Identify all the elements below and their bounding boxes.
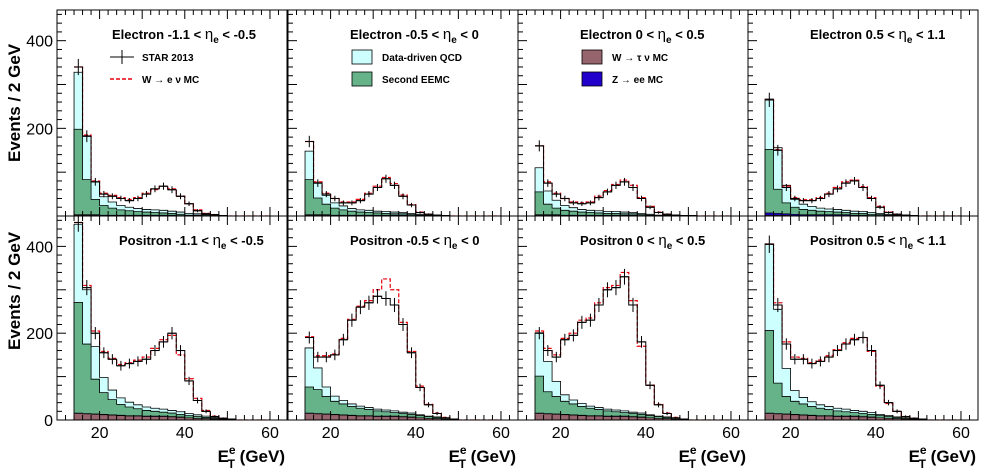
x-tick-label: 60 [952, 425, 970, 442]
legend-swatch [351, 71, 373, 87]
legend-label: STAR 2013 [142, 53, 194, 64]
x-axis-title: Ee T (GeV) [449, 443, 516, 471]
eemc-stack [764, 330, 961, 420]
y-tick-label: 200 [26, 326, 53, 343]
x-tick-label: 60 [492, 425, 510, 442]
x-axis-title: Ee T (GeV) [218, 443, 285, 471]
x-axis-title: Ee T (GeV) [679, 443, 746, 471]
panel-title: Positron 0.5 < ηe < 1.1 [810, 232, 946, 252]
x-tick-label: 20 [782, 425, 800, 442]
plot-area [764, 92, 961, 216]
qcd-stack [534, 167, 731, 216]
eemc-stack [304, 179, 501, 216]
legend-swatch [581, 49, 603, 65]
x-tick-label: 40 [176, 425, 194, 442]
y-axis-title-top: Events / 2 GeV [5, 43, 24, 162]
x-tick-label: 20 [91, 425, 109, 442]
panel-4: Electron 0.5 < ηe < 1.1 [747, 9, 979, 217]
x-axis-title: Ee T (GeV) [909, 443, 976, 471]
panel-title: Positron 0 < ηe < 0.5 [580, 232, 705, 252]
legend-label: W → τ ν MC [612, 53, 668, 64]
plot-area [534, 140, 731, 216]
panel-frame [747, 215, 979, 421]
y-tick-label: 400 [26, 239, 53, 256]
x-tick-label: 40 [867, 425, 885, 442]
panel-title: Electron 0.5 < ηe < 1.1 [810, 26, 945, 46]
y-tick-label: 400 [26, 34, 53, 51]
plot-area [304, 278, 501, 420]
y-tick-label: 200 [26, 121, 53, 138]
panel-title: Electron 0 < ηe < 0.5 [580, 26, 704, 46]
plot-area [534, 268, 731, 420]
qcd-stack [304, 150, 501, 216]
x-tick-label: 20 [322, 425, 340, 442]
legend-entry-z-ee: Z → ee MC [581, 71, 663, 87]
legend-label: W → e ν MC [142, 75, 199, 86]
panel-1: 200 400 Electron -1.1 < ηe < -0.5 [26, 9, 288, 217]
x-tick-label: 60 [722, 425, 740, 442]
plot-area [304, 135, 501, 216]
qcd-stack [73, 223, 270, 420]
legend-swatch [351, 49, 373, 65]
panel-title: Positron -0.5 < ηe < 0 [350, 232, 480, 252]
panel-title: Electron -0.5 < ηe < 0 [350, 26, 479, 46]
legend-label: Z → ee MC [612, 75, 663, 86]
x-tick-label: 40 [637, 425, 655, 442]
signal-line [305, 278, 501, 420]
legend-entry-second-eemc: Second EEMC [351, 71, 450, 87]
legend-label: Data-driven QCD [382, 53, 462, 64]
panel-frame [56, 215, 288, 421]
panel-2: Electron -0.5 < ηe < 0 [287, 9, 519, 217]
legend-entry-qcd: Data-driven QCD [351, 49, 462, 65]
plot-area [764, 235, 961, 420]
legend-entry-star-2013: STAR 2013 [110, 50, 194, 64]
legend-label: Second EEMC [382, 75, 450, 86]
y-tick-label: 0 [44, 413, 53, 430]
panel-title: Positron -1.1 < ηe < -0.5 [119, 232, 264, 252]
panel-title: Electron -1.1 < ηe < -0.5 [112, 26, 256, 46]
x-tick-label: 60 [261, 425, 279, 442]
y-axis-title-bottom: Events / 2 GeV [5, 231, 24, 350]
panel-3: Electron 0 < ηe < 0.5 [517, 9, 749, 217]
legend-entry-w-e-nu: W → e ν MC [110, 75, 199, 86]
x-tick-label: 20 [552, 425, 570, 442]
eemc-stack [73, 301, 270, 420]
legend-swatch [581, 71, 603, 87]
x-tick-label: 40 [407, 425, 425, 442]
legend-entry-w-tau-nu: W → τ ν MC [581, 49, 668, 65]
